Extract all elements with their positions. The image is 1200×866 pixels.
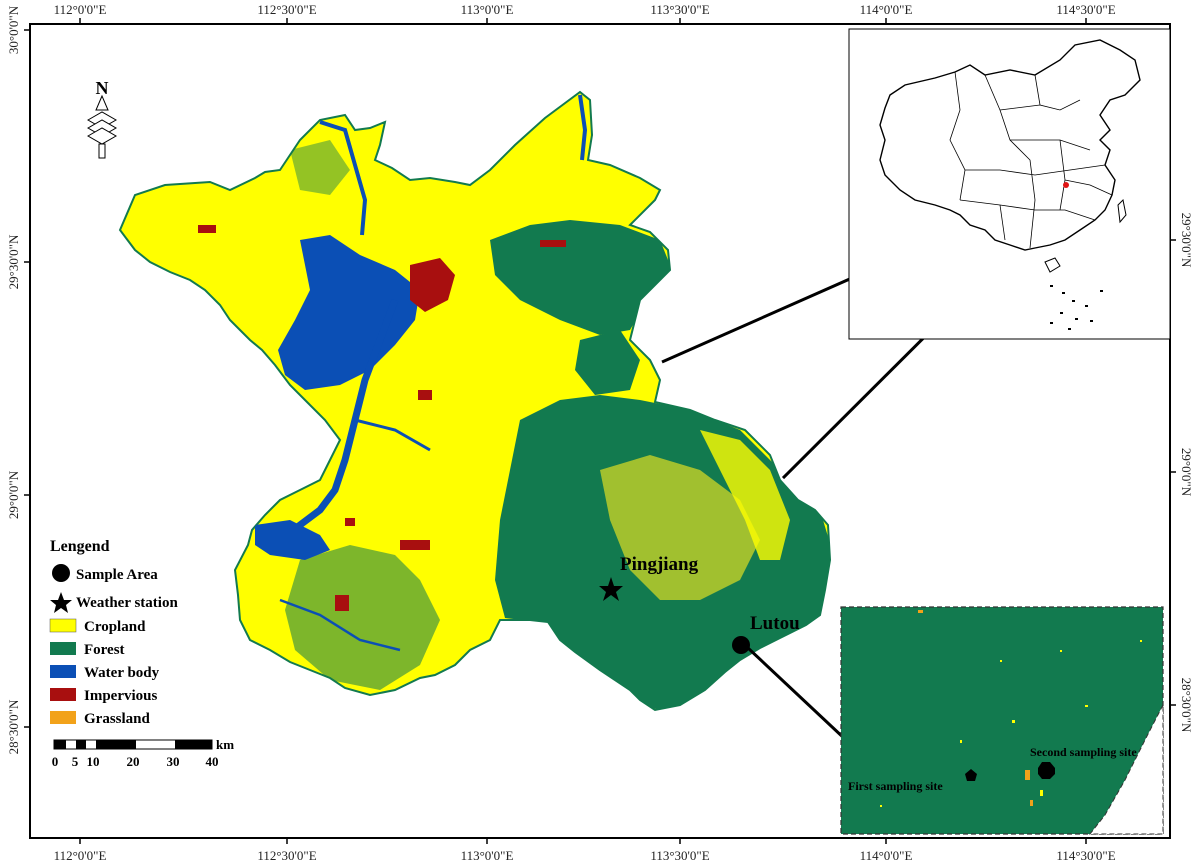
left-tick-label: 28°30'0"N: [6, 699, 21, 754]
legend-water-swatch: [50, 665, 76, 678]
scale-bar: 0 5 10 20 30 40 km: [52, 737, 234, 769]
impervious-patch: [418, 390, 432, 400]
china-inset: [848, 28, 1171, 340]
water-lake: [278, 235, 420, 390]
water-channel-north: [319, 120, 368, 236]
north-arrow-icon: N: [86, 78, 118, 159]
lutou-inset-white-corner: [1088, 704, 1164, 835]
study-area-marker: [1063, 182, 1069, 188]
second-sampling-site-marker: [1038, 762, 1055, 779]
impervious-patch: [335, 595, 349, 611]
top-tick-label: 112°30'0"E: [257, 2, 316, 17]
cropland-east-strip: [700, 430, 790, 560]
top-tick-label: 113°0'0"E: [461, 2, 514, 17]
legend-item-label: Weather station: [76, 595, 178, 611]
water-river-south: [279, 598, 401, 652]
first-sampling-site-label: First sampling site: [848, 779, 943, 793]
province-lines: [949, 71, 1113, 249]
right-tick-label: 28°30'0"N: [1179, 678, 1194, 733]
scale-label: 0: [52, 754, 59, 769]
impervious-patch: [198, 225, 216, 233]
left-tick-label: 29°30'0"N: [6, 234, 21, 289]
legend-item-label: Forest: [84, 642, 125, 658]
water-southwest: [255, 520, 330, 560]
right-tick-label: 29°30'0"N: [1179, 213, 1194, 268]
left-tick-label: 30°0'0"N: [6, 5, 21, 54]
study-region: [118, 90, 832, 712]
scale-label: 5: [72, 754, 79, 769]
bottom-tick-label: 113°30'0"E: [650, 848, 709, 863]
forest-northeast: [490, 220, 672, 335]
legend-item-label: Water body: [84, 665, 160, 681]
forest-southwest: [285, 545, 440, 690]
scale-label: 40: [206, 754, 219, 769]
impervious-patch: [400, 540, 430, 550]
scale-label: 10: [87, 754, 100, 769]
lutou-inset-frame: [840, 606, 1164, 835]
taiwan-island: [1117, 198, 1127, 224]
south-sea-islands: [1050, 285, 1103, 330]
bottom-tick-label: 114°0'0"E: [860, 848, 913, 863]
legend-item-label: Sample Area: [76, 567, 158, 583]
hainan-island: [1044, 257, 1061, 273]
forest-east-patch: [575, 330, 640, 395]
north-label: N: [96, 78, 109, 98]
top-tick-label: 112°0'0"E: [54, 2, 107, 17]
bottom-tick-labels: 112°0'0"E 112°30'0"E 113°0'0"E 113°30'0"…: [54, 848, 1116, 863]
legend-forest-swatch: [50, 642, 76, 655]
scale-label: 30: [167, 754, 180, 769]
forest-northwest: [290, 140, 350, 195]
scale-label: 20: [127, 754, 140, 769]
legend-weather-station-icon: [50, 592, 72, 613]
legend-impervious-swatch: [50, 688, 76, 701]
water-channel-northeast: [578, 94, 588, 161]
lutou-sample-area-marker: [732, 636, 750, 654]
legend-grassland-swatch: [50, 711, 76, 724]
cropland-specks: [880, 640, 1142, 807]
scale-unit: km: [216, 737, 234, 752]
bottom-tick-label: 113°0'0"E: [461, 848, 514, 863]
impervious-city: [410, 258, 455, 312]
legend-title: Lengend: [50, 538, 110, 555]
top-tick-label: 114°0'0"E: [860, 2, 913, 17]
lutou-label: Lutou: [750, 613, 800, 634]
second-sampling-site-label: Second sampling site: [1030, 745, 1137, 759]
leader-line: [746, 646, 848, 742]
weather-station-star: [599, 577, 623, 601]
bottom-tick-label: 112°30'0"E: [257, 848, 316, 863]
impervious-patch: [345, 518, 355, 526]
impervious-patch: [540, 240, 566, 247]
left-tick-label: 29°0'0"N: [6, 470, 21, 519]
top-tick-label: 113°30'0"E: [650, 2, 709, 17]
top-tick-labels: 112°0'0"E 112°30'0"E 113°0'0"E 113°30'0"…: [54, 2, 1116, 17]
grassland-specks: [918, 610, 1033, 806]
first-sampling-site-marker: [965, 769, 977, 781]
legend-item-label: Cropland: [84, 619, 146, 635]
legend-sample-area-icon: [52, 564, 70, 582]
left-tick-labels: 30°0'0"N 29°30'0"N 29°0'0"N 28°30'0"N: [6, 5, 21, 754]
pingjiang-label: Pingjiang: [620, 554, 699, 575]
bottom-tick-label: 112°0'0"E: [54, 848, 107, 863]
right-tick-label: 29°0'0"N: [1179, 448, 1194, 497]
legend-item-label: Impervious: [84, 688, 158, 704]
graticule-ticks: [24, 18, 1176, 844]
water-river-branch: [354, 418, 431, 452]
right-tick-labels: 29°30'0"N 29°0'0"N 28°30'0"N: [1179, 213, 1194, 733]
lutou-inset: First sampling site Second sampling site: [840, 606, 1164, 835]
legend-cropland-swatch: [49, 618, 77, 633]
cropland-corridor: [600, 455, 760, 600]
legend-item-label: Grassland: [84, 711, 151, 727]
legend: Lengend Sample Area Weather station Crop…: [49, 538, 178, 727]
top-tick-label: 114°30'0"E: [1056, 2, 1115, 17]
bottom-tick-label: 114°30'0"E: [1056, 848, 1115, 863]
